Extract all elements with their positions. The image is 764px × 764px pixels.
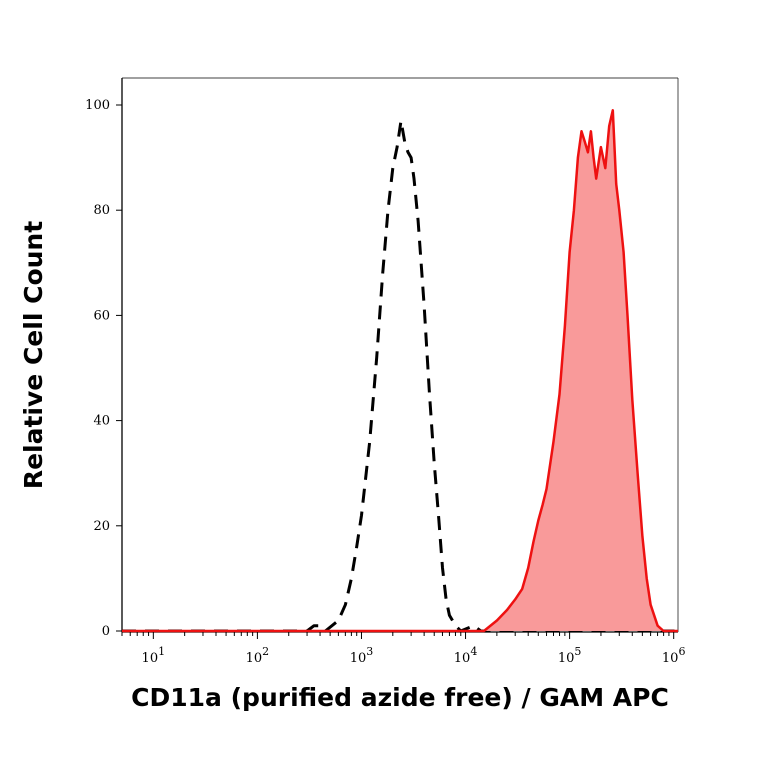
y-axis-title: Relative Cell Count — [19, 221, 48, 489]
y-axis-ticks: 0 20 40 60 80 100 — [85, 98, 122, 639]
x-tick-label: 104 — [454, 645, 478, 666]
y-tick-label: 40 — [93, 414, 110, 429]
x-axis-title: CD11a (purified azide free) / GAM APC — [131, 683, 669, 712]
x-tick-label: 103 — [350, 645, 374, 666]
series-0-line — [122, 119, 678, 633]
series-layer — [122, 109, 678, 633]
x-tick-label: 102 — [246, 645, 270, 666]
x-tick-label: 106 — [662, 645, 686, 666]
y-tick-label: 60 — [93, 308, 110, 323]
y-tick-label: 0 — [102, 624, 110, 639]
y-tick-label: 80 — [93, 203, 110, 218]
y-tick-label: 100 — [85, 98, 110, 113]
x-tick-label: 101 — [142, 645, 166, 666]
series-1-area — [122, 110, 678, 632]
x-tick-label: 105 — [558, 645, 582, 666]
x-axis-ticks: 101 102 103 104 105 106 — [121, 632, 686, 666]
y-tick-label: 20 — [93, 519, 110, 534]
series-1-line — [122, 109, 678, 633]
